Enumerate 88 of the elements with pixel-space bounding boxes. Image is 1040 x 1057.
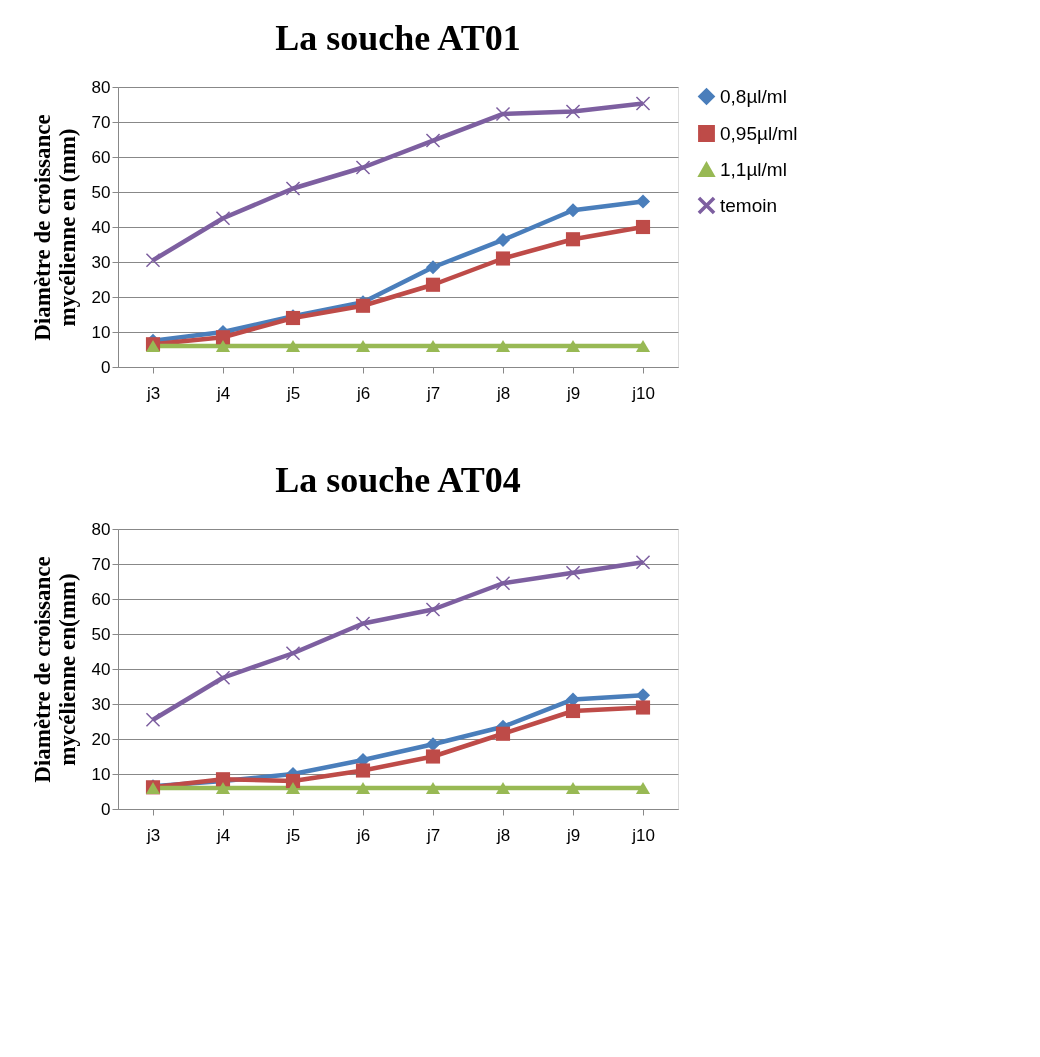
point	[495, 339, 511, 353]
point	[565, 565, 581, 580]
point	[425, 133, 441, 148]
x-tick-label: j5	[285, 825, 301, 845]
point	[285, 339, 301, 353]
legend-label: 0,8µl/ml	[720, 85, 787, 107]
point	[565, 232, 581, 247]
y-tick-label: 60	[91, 147, 111, 167]
y-tick-label: 20	[91, 729, 111, 749]
y-tick-label: 40	[91, 217, 111, 237]
point	[635, 700, 651, 715]
point	[425, 602, 441, 617]
point	[215, 339, 231, 353]
x-tick-label: j4	[215, 825, 231, 845]
y-tick-label: 80	[91, 77, 111, 97]
point	[635, 688, 651, 703]
point	[495, 576, 511, 591]
point	[425, 749, 441, 764]
y-tick-label: 40	[91, 659, 111, 679]
point	[355, 339, 371, 353]
y-tick-label: 80	[91, 519, 111, 539]
y-tick-label: 70	[91, 112, 111, 132]
point	[565, 339, 581, 353]
legend-label: 0,95µl/ml	[720, 122, 798, 144]
chart-title: La souche AT04	[275, 460, 521, 500]
point	[495, 106, 511, 122]
point	[285, 646, 301, 661]
point	[425, 277, 441, 292]
y-tick-label: 50	[91, 182, 111, 202]
y-tick-label: 10	[91, 764, 111, 784]
point	[145, 253, 161, 268]
x-tick-label: j10	[631, 383, 655, 403]
x-tick-label: j8	[495, 825, 511, 845]
point	[635, 219, 651, 235]
point	[635, 339, 651, 353]
x-tick-label: j6	[355, 825, 371, 845]
y-tick-label: 30	[91, 252, 111, 272]
point	[215, 330, 231, 345]
point	[565, 104, 581, 119]
chart-title: La souche AT01	[275, 18, 521, 58]
point	[495, 726, 511, 741]
point	[635, 96, 651, 111]
point	[425, 737, 441, 752]
point	[355, 763, 371, 778]
y-tick-label: 10	[91, 322, 111, 342]
point	[355, 160, 371, 175]
point	[495, 232, 511, 248]
point	[635, 555, 651, 570]
point	[215, 781, 231, 795]
point	[145, 712, 161, 727]
y-tick-label: 30	[91, 694, 111, 714]
y-axis-title: Diamètre de croissance mycélienne en (mm)	[29, 114, 80, 341]
y-tick-label: 70	[91, 554, 111, 574]
y-tick-label: 60	[91, 589, 111, 609]
point	[215, 211, 231, 226]
x-tick-label: j9	[565, 825, 581, 845]
legend-label: 1,1µl/ml	[720, 158, 787, 180]
point	[565, 781, 581, 795]
point	[425, 260, 441, 275]
x-tick-label: j3	[145, 383, 161, 403]
point	[635, 194, 651, 209]
x-tick-label: j5	[285, 383, 301, 403]
x-tick-label: j3	[145, 825, 161, 845]
point	[495, 251, 511, 266]
point	[425, 781, 441, 795]
point	[565, 703, 581, 719]
point	[495, 781, 511, 795]
point	[565, 203, 581, 218]
point	[425, 339, 441, 353]
legend-label: temoin	[720, 194, 778, 216]
x-tick-label: j6	[355, 383, 371, 403]
x-tick-label: j7	[425, 825, 441, 845]
y-axis-title: Diamètre de croissance mycélienne en(mm)	[29, 556, 80, 783]
x-tick-label: j9	[565, 383, 581, 403]
x-tick-label: j8	[495, 383, 511, 403]
x-tick-label: j7	[425, 383, 441, 403]
point	[215, 670, 231, 685]
x-tick-label: j4	[215, 383, 231, 403]
x-tick-label: j10	[631, 825, 655, 845]
y-tick-label: 0	[101, 799, 111, 819]
point	[285, 781, 301, 795]
y-tick-label: 50	[91, 624, 111, 644]
y-tick-label: 0	[101, 357, 111, 377]
point	[285, 181, 301, 196]
point	[355, 781, 371, 795]
point	[355, 616, 371, 631]
point	[635, 781, 651, 795]
y-tick-label: 20	[91, 287, 111, 307]
